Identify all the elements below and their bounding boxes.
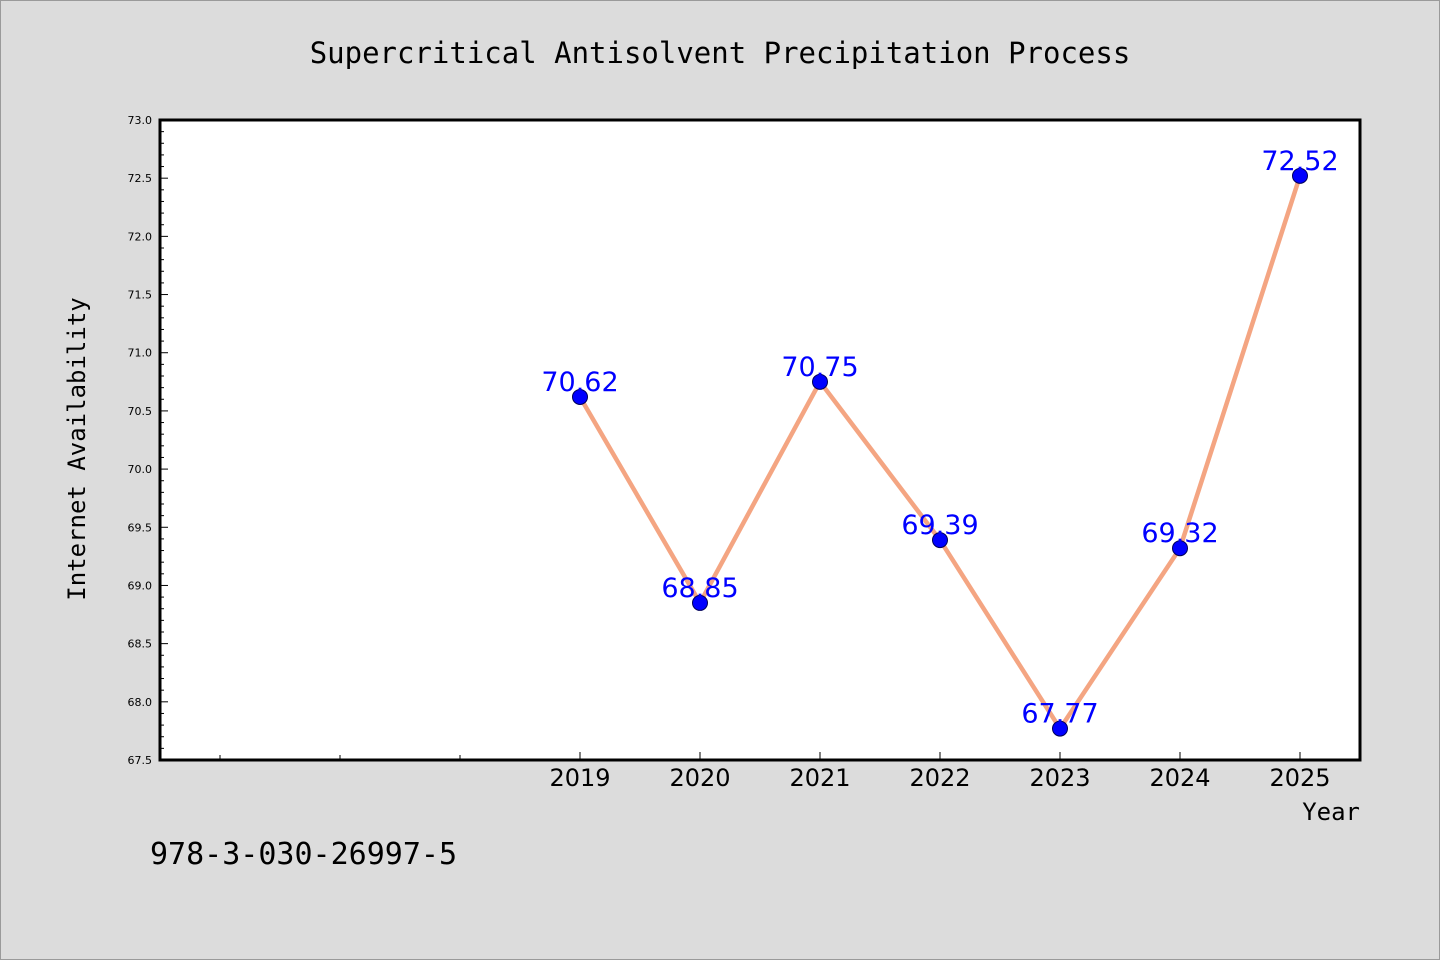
y-tick-label: 71.5 [128,289,153,302]
y-tick-label: 72.0 [128,230,153,243]
data-point [1292,167,1308,184]
data-point [572,388,588,405]
y-tick-label: 69.0 [128,579,153,592]
data-label: 70.62 [541,367,618,398]
x-tick-label: 2025 [1269,764,1330,792]
x-tick-label: 2021 [789,764,850,792]
y-tick-label: 71.0 [128,347,153,360]
y-tick-label: 68.5 [128,638,153,651]
y-tick-label: 72.5 [128,172,153,185]
y-axis-label: Internet Availability [63,297,91,600]
y-tick-label: 69.5 [128,521,153,534]
x-tick-label: 2019 [549,764,610,792]
x-tick-label: 2024 [1149,764,1210,792]
x-axis-label: Year [1302,798,1360,826]
y-axis: 67.5 68.0 68.5 69.0 69.5 70.0 70.5 71.0 71.5 72.0… [128,114,168,767]
series-1: 70.62 68.85 70.75 69.39 67.77 69.32 72.52 [541,146,1339,737]
data-point [812,373,828,390]
isbn-text: 978-3-030-26997-5 [150,837,457,872]
y-tick-label: 68.0 [128,696,153,709]
chart-title: Supercritical Antisolvent Precipitation … [310,36,1131,70]
data-label: 70.75 [781,352,858,383]
plot-area [158,118,1362,762]
data-label: 67.77 [1021,699,1098,730]
y-tick-label: 70.5 [128,405,153,418]
data-point [1052,720,1068,737]
x-tick-label: 2020 [669,764,730,792]
x-tick-label: 2022 [909,764,970,792]
data-label: 69.32 [1141,518,1218,549]
data-point [692,594,708,611]
y-tick-label: 67.5 [128,754,153,767]
y-tick-label: 70.0 [128,463,153,476]
x-axis: 2019 2020 2021 2022 2023 2024 2025 [219,752,1331,792]
data-point [1172,540,1188,557]
data-label: 72.52 [1261,146,1338,177]
data-label: 69.39 [901,510,978,541]
x-tick-label: 2023 [1029,764,1090,792]
data-label: 68.85 [661,573,738,604]
data-point [932,532,948,549]
y-tick-label: 73.0 [128,114,153,127]
